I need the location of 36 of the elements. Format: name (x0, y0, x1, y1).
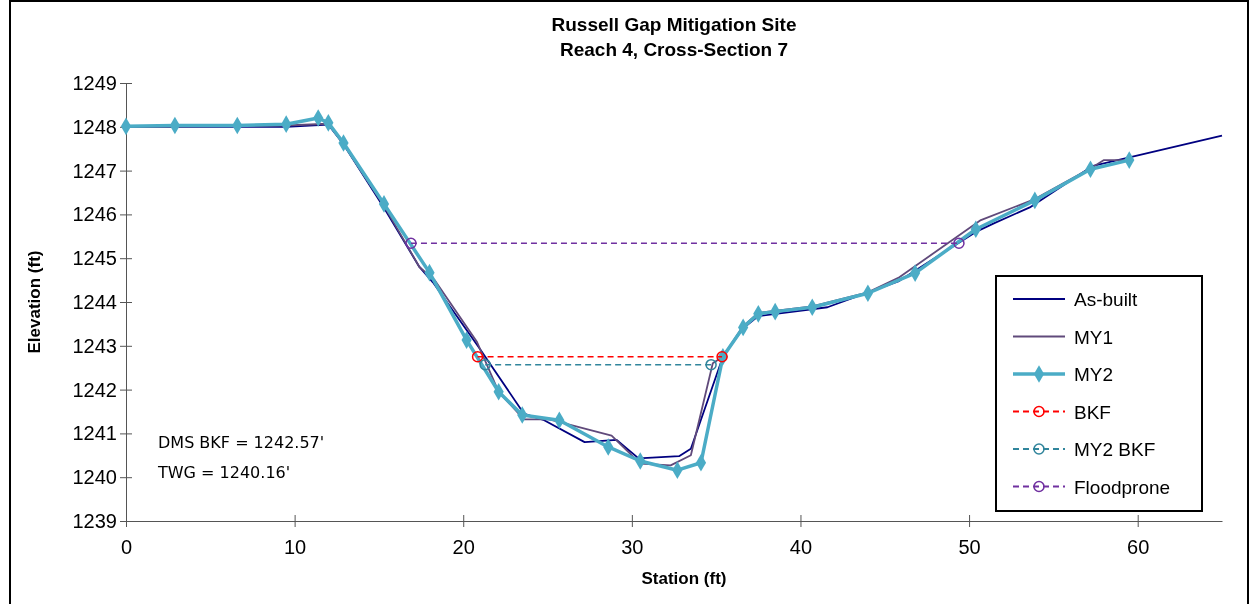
y-tick-label: 1240 (72, 466, 117, 489)
point (716, 351, 728, 363)
y-tick-label: 1239 (72, 509, 117, 532)
chart-title: Russell Gap Mitigation Site (551, 14, 797, 35)
annotation: TWG = 1240.16' (157, 463, 291, 482)
x-tick-label: 50 (958, 536, 981, 558)
point (479, 358, 491, 371)
point (471, 351, 484, 363)
x-tick-label: 20 (452, 536, 475, 558)
y-tick-label: 1248 (72, 115, 117, 138)
x-tick-label: 30 (621, 536, 644, 558)
y-tick-label: 1247 (72, 159, 117, 182)
legend-label: MY2 BKF (1074, 439, 1156, 460)
x-tick-label: 60 (1127, 536, 1150, 558)
y-tick-label: 1244 (72, 290, 117, 313)
y-tick-label: 1241 (72, 422, 117, 445)
point (953, 237, 965, 250)
point (405, 237, 417, 250)
point (705, 358, 717, 371)
legend-label: BKF (1074, 401, 1111, 423)
x-tick-label: 10 (283, 536, 307, 558)
x-axis-title: Station (ft) (641, 569, 727, 588)
x-tick-label: 40 (789, 536, 813, 558)
chart-subtitle: Reach 4, Cross-Section 7 (559, 39, 789, 60)
legend-label: MY1 (1074, 326, 1114, 348)
y-tick-label: 1246 (72, 203, 117, 226)
x-tick-label: 0 (120, 536, 133, 558)
y-tick-label: 1249 (72, 71, 117, 94)
y-tick-label: 1243 (72, 334, 117, 357)
legend-label: Floodprone (1074, 476, 1171, 498)
annotation: DMS BKF = 1242.57' (158, 433, 325, 452)
y-axis-title: Elevation (ft) (25, 250, 44, 354)
y-tick-label: 1245 (72, 247, 117, 270)
y-tick-label: 1242 (72, 378, 117, 401)
legend-label: MY2 (1074, 364, 1114, 385)
legend-label: As-built (1074, 289, 1139, 310)
